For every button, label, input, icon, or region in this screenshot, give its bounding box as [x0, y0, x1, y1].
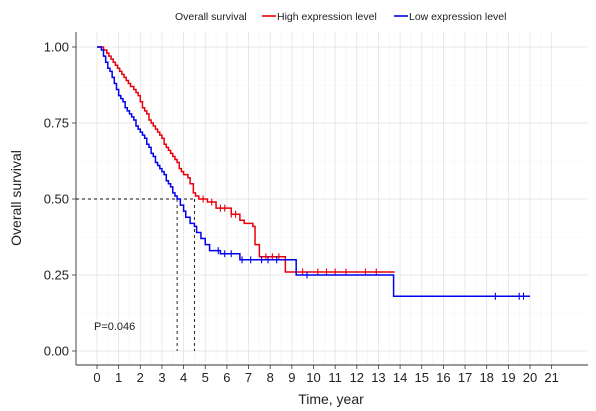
- x-tick-label: 7: [245, 370, 252, 385]
- series-high: [97, 46, 395, 276]
- x-tick-label: 19: [501, 370, 515, 385]
- legend-label-high: High expression level: [277, 11, 377, 23]
- x-tick-label: 0: [93, 370, 100, 385]
- x-tick-label: 18: [479, 370, 493, 385]
- x-tick-label: 17: [458, 370, 472, 385]
- y-tick-label: 0.25: [44, 268, 69, 283]
- series-low: [97, 46, 530, 300]
- x-tick-label: 13: [371, 370, 385, 385]
- x-tick-label: 4: [180, 370, 187, 385]
- y-tick-label: 1.00: [44, 40, 69, 55]
- survival-curve-low: [97, 46, 530, 298]
- x-tick-label: 21: [544, 370, 558, 385]
- x-tick-label: 3: [158, 370, 165, 385]
- y-tick-label: 0.00: [44, 344, 69, 359]
- legend: Overall survival High expression level L…: [175, 11, 506, 23]
- survival-curve-high: [97, 46, 395, 273]
- axes: 0 1 2 3 4 5 6 7 8 9 10 11 12 13 14 15 16 17 18 19 20 210.000.…: [44, 32, 588, 385]
- x-tick-label: 10: [306, 370, 320, 385]
- x-tick-label: 14: [393, 370, 407, 385]
- x-tick-label: 12: [350, 370, 364, 385]
- x-tick-label: 15: [415, 370, 429, 385]
- y-tick-label: 0.75: [44, 116, 69, 131]
- x-tick-label: 6: [223, 370, 230, 385]
- x-tick-label: 2: [137, 370, 144, 385]
- x-tick-label: 11: [328, 370, 342, 385]
- plot-panel: [76, 32, 588, 365]
- p-value-annotation: P=0.046: [94, 321, 135, 333]
- legend-label-low: Low expression level: [409, 11, 506, 23]
- y-axis-title: Overall survival: [8, 150, 24, 246]
- x-tick-label: 20: [523, 370, 537, 385]
- y-tick-label: 0.50: [44, 192, 69, 207]
- legend-title: Overall survival: [175, 11, 247, 23]
- series-layer: [97, 46, 530, 300]
- x-tick-label: 8: [267, 370, 274, 385]
- x-tick-label: 1: [115, 370, 122, 385]
- x-tick-label: 16: [436, 370, 450, 385]
- x-axis-title: Time, year: [298, 391, 364, 407]
- x-tick-label: 5: [202, 370, 209, 385]
- x-tick-label: 9: [288, 370, 295, 385]
